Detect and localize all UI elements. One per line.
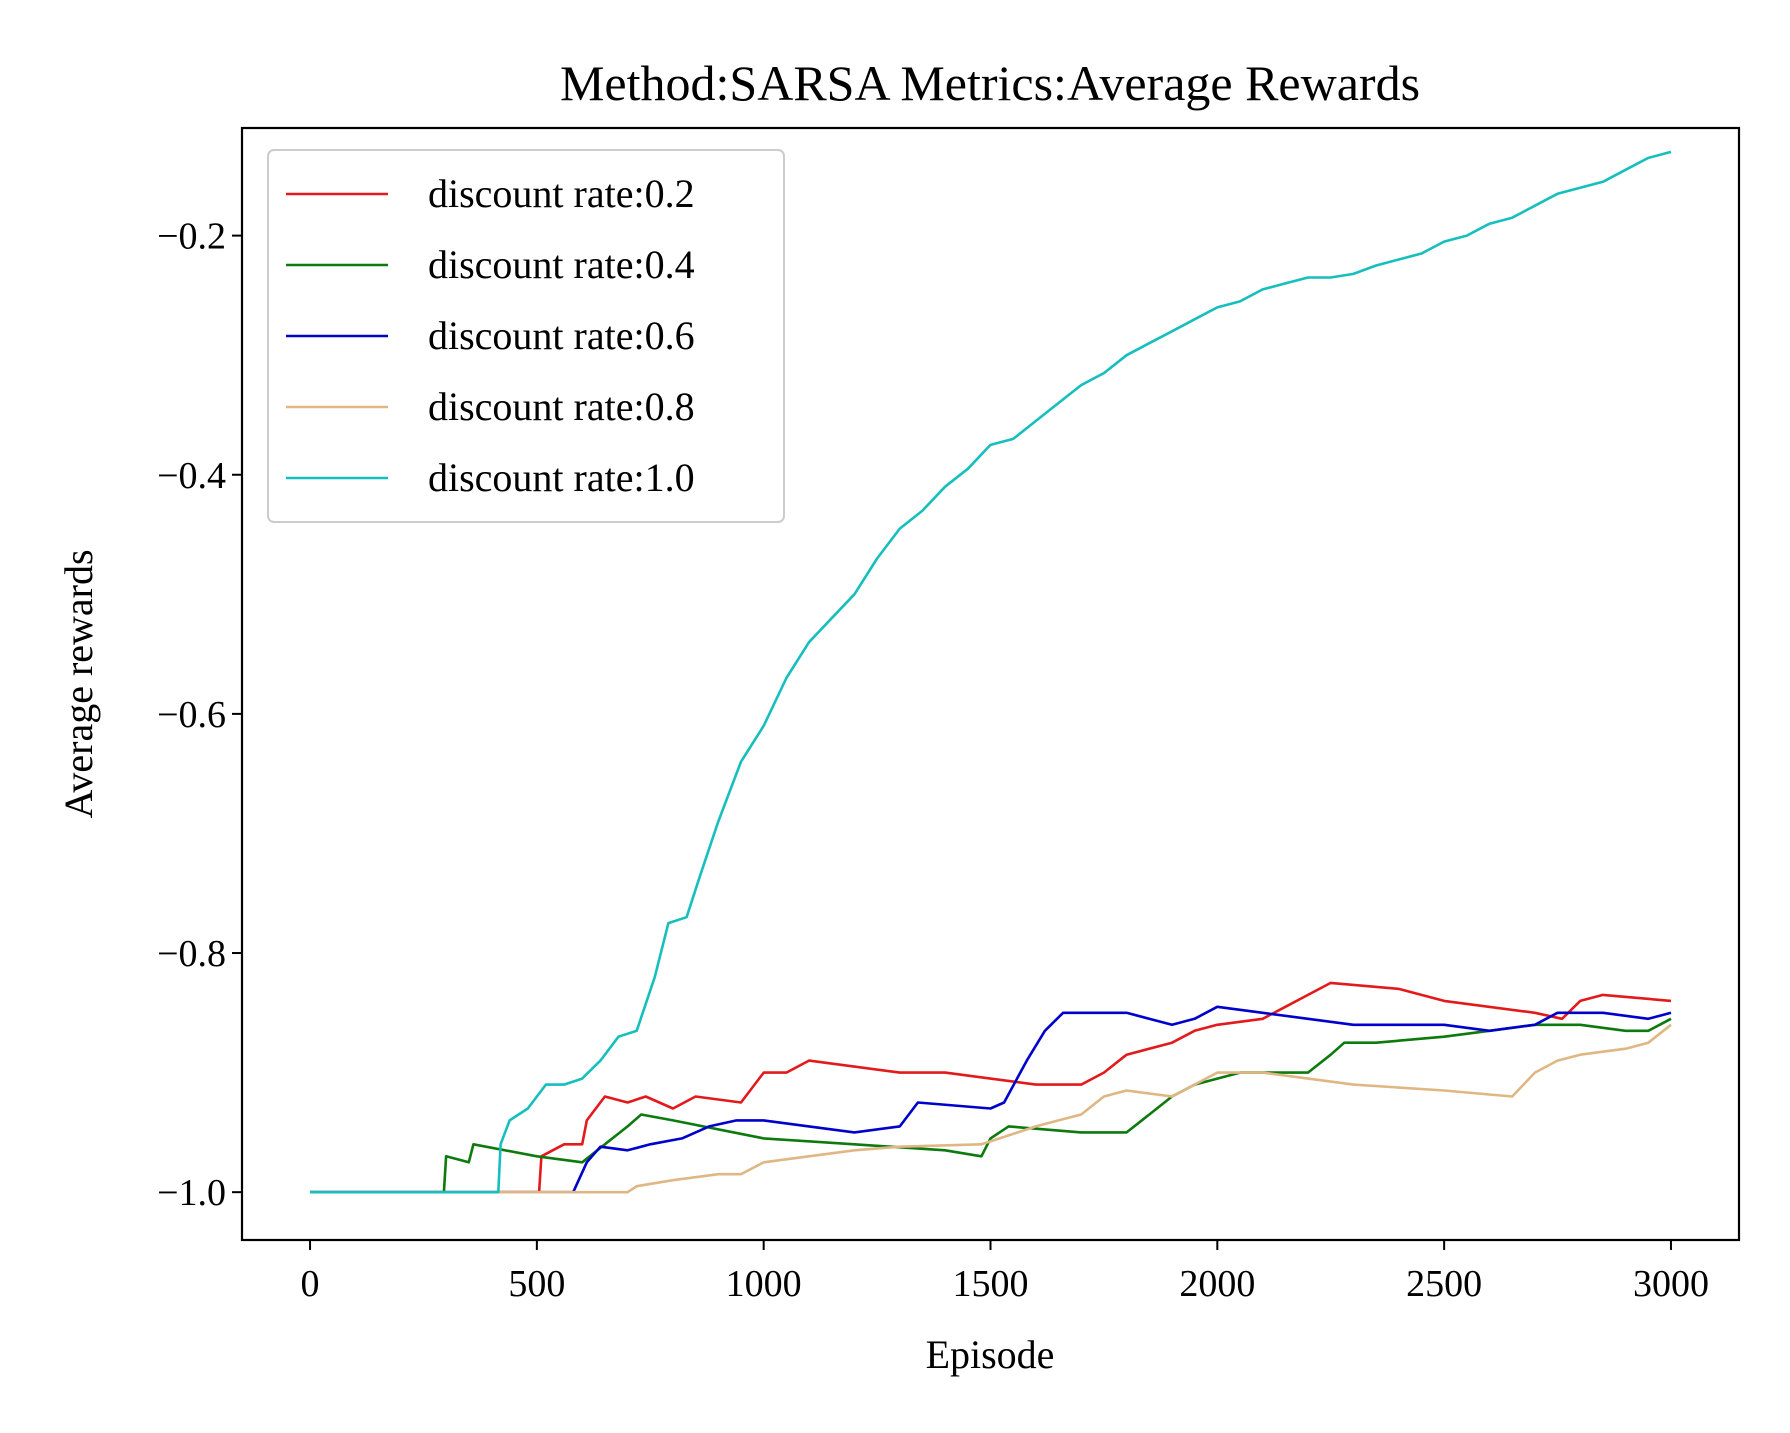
series-line-3 [310,1005,1672,1194]
series-layer [310,150,1672,1194]
y-axis-label: Average rewards [56,549,101,818]
x-tick-label: 3000 [1633,1263,1709,1305]
series-line-1 [310,981,1672,1194]
x-tick-label: 2000 [1179,1263,1255,1305]
legend-label: discount rate:0.8 [428,384,695,429]
x-tick-label: 1500 [953,1263,1029,1305]
x-axis: 0 500 1000 1500 2000 2500 3000 [301,1240,1709,1305]
series-line-5 [310,150,1672,1194]
series-line-4 [310,1023,1672,1194]
y-tick-label: −0.6 [157,694,226,736]
legend-label: discount rate:0.4 [428,242,695,287]
y-axis: −1.0 −0.8 −0.6 −0.4 −0.2 [157,216,242,1214]
legend-label: discount rate:0.2 [428,171,695,216]
legend-label: discount rate:1.0 [428,455,695,500]
legend: discount rate:0.2 discount rate:0.4 discou… [267,149,785,523]
x-tick-label: 0 [301,1263,320,1305]
y-tick-label: −0.8 [157,933,226,975]
y-tick-label: −1.0 [157,1172,226,1214]
x-tick-label: 1000 [726,1263,802,1305]
chart-title: Method:SARSA Metrics:Average Rewards [560,55,1420,111]
x-tick-label: 2500 [1406,1263,1482,1305]
y-tick-label: −0.2 [157,216,226,258]
legend-label: discount rate:0.6 [428,313,695,358]
series-line-2 [310,1017,1672,1194]
x-tick-label: 500 [508,1263,565,1305]
y-tick-label: −0.4 [157,455,226,497]
legend-box [267,149,785,523]
x-axis-label: Episode [926,1332,1055,1377]
